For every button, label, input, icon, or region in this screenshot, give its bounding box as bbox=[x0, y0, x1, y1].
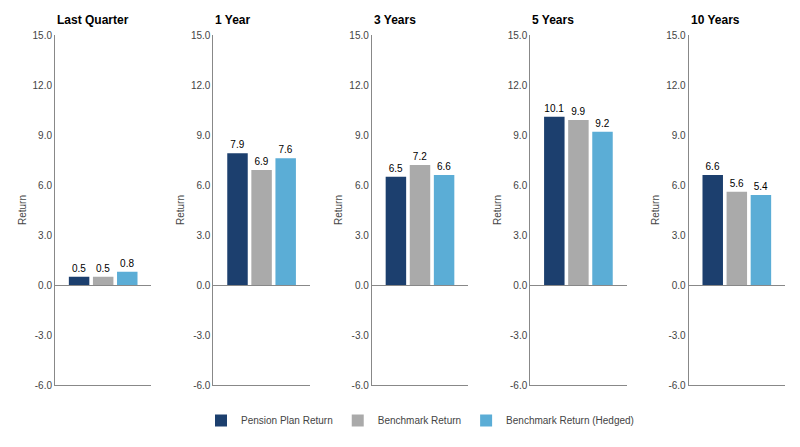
svg-text:0.0: 0.0 bbox=[38, 280, 52, 291]
svg-text:15.0: 15.0 bbox=[33, 30, 53, 41]
svg-text:Last Quarter: Last Quarter bbox=[57, 13, 129, 27]
svg-text:3 Years: 3 Years bbox=[374, 13, 416, 27]
svg-text:15.0: 15.0 bbox=[349, 30, 369, 41]
svg-text:Benchmark Return: Benchmark Return bbox=[378, 415, 461, 426]
svg-text:9.9: 9.9 bbox=[571, 106, 585, 117]
svg-text:-6.0: -6.0 bbox=[668, 380, 686, 391]
svg-text:0.0: 0.0 bbox=[672, 280, 686, 291]
svg-text:-3.0: -3.0 bbox=[668, 330, 686, 341]
svg-text:6.0: 6.0 bbox=[513, 180, 527, 191]
svg-text:6.6: 6.6 bbox=[706, 161, 720, 172]
svg-text:9.0: 9.0 bbox=[197, 130, 211, 141]
svg-text:Return: Return bbox=[17, 195, 28, 225]
svg-text:-3.0: -3.0 bbox=[193, 330, 211, 341]
svg-text:12.0: 12.0 bbox=[508, 80, 528, 91]
svg-text:6.0: 6.0 bbox=[355, 180, 369, 191]
svg-text:Return: Return bbox=[333, 195, 344, 225]
svg-text:5 Years: 5 Years bbox=[532, 13, 574, 27]
svg-text:3.0: 3.0 bbox=[38, 230, 52, 241]
svg-text:-3.0: -3.0 bbox=[352, 330, 370, 341]
svg-text:10 Years: 10 Years bbox=[691, 13, 740, 27]
svg-text:7.9: 7.9 bbox=[230, 139, 244, 150]
svg-text:6.0: 6.0 bbox=[38, 180, 52, 191]
svg-text:0.8: 0.8 bbox=[120, 258, 134, 269]
svg-text:9.0: 9.0 bbox=[38, 130, 52, 141]
svg-text:15.0: 15.0 bbox=[666, 30, 686, 41]
svg-text:15.0: 15.0 bbox=[191, 30, 211, 41]
svg-text:0.0: 0.0 bbox=[197, 280, 211, 291]
svg-text:10.1: 10.1 bbox=[544, 103, 564, 114]
svg-text:Pension Plan Return: Pension Plan Return bbox=[241, 415, 333, 426]
svg-text:-6.0: -6.0 bbox=[510, 380, 528, 391]
svg-text:9.0: 9.0 bbox=[672, 130, 686, 141]
svg-text:3.0: 3.0 bbox=[513, 230, 527, 241]
svg-text:5.4: 5.4 bbox=[754, 181, 768, 192]
svg-text:0.0: 0.0 bbox=[513, 280, 527, 291]
svg-text:5.6: 5.6 bbox=[730, 178, 744, 189]
svg-text:0.5: 0.5 bbox=[96, 263, 110, 274]
svg-text:9.0: 9.0 bbox=[355, 130, 369, 141]
svg-text:12.0: 12.0 bbox=[191, 80, 211, 91]
svg-text:12.0: 12.0 bbox=[349, 80, 369, 91]
svg-text:3.0: 3.0 bbox=[672, 230, 686, 241]
svg-text:0.0: 0.0 bbox=[355, 280, 369, 291]
svg-text:12.0: 12.0 bbox=[33, 80, 53, 91]
svg-text:Return: Return bbox=[492, 195, 503, 225]
svg-text:Return: Return bbox=[175, 195, 186, 225]
svg-text:6.9: 6.9 bbox=[254, 156, 268, 167]
svg-text:6.0: 6.0 bbox=[197, 180, 211, 191]
svg-text:-6.0: -6.0 bbox=[193, 380, 211, 391]
svg-text:-3.0: -3.0 bbox=[35, 330, 53, 341]
svg-text:1 Year: 1 Year bbox=[215, 13, 250, 27]
svg-text:0.5: 0.5 bbox=[72, 263, 86, 274]
svg-text:9.0: 9.0 bbox=[513, 130, 527, 141]
svg-text:Benchmark Return (Hedged): Benchmark Return (Hedged) bbox=[506, 415, 634, 426]
svg-text:3.0: 3.0 bbox=[355, 230, 369, 241]
svg-text:6.0: 6.0 bbox=[672, 180, 686, 191]
svg-text:7.2: 7.2 bbox=[413, 151, 427, 162]
svg-text:6.6: 6.6 bbox=[437, 161, 451, 172]
svg-text:-3.0: -3.0 bbox=[510, 330, 528, 341]
svg-text:6.5: 6.5 bbox=[389, 163, 403, 174]
svg-text:-6.0: -6.0 bbox=[35, 380, 53, 391]
svg-text:15.0: 15.0 bbox=[508, 30, 528, 41]
svg-text:9.2: 9.2 bbox=[595, 118, 609, 129]
svg-text:-6.0: -6.0 bbox=[352, 380, 370, 391]
svg-text:7.6: 7.6 bbox=[279, 144, 293, 155]
svg-text:12.0: 12.0 bbox=[666, 80, 686, 91]
svg-text:3.0: 3.0 bbox=[197, 230, 211, 241]
svg-text:Return: Return bbox=[650, 195, 661, 225]
